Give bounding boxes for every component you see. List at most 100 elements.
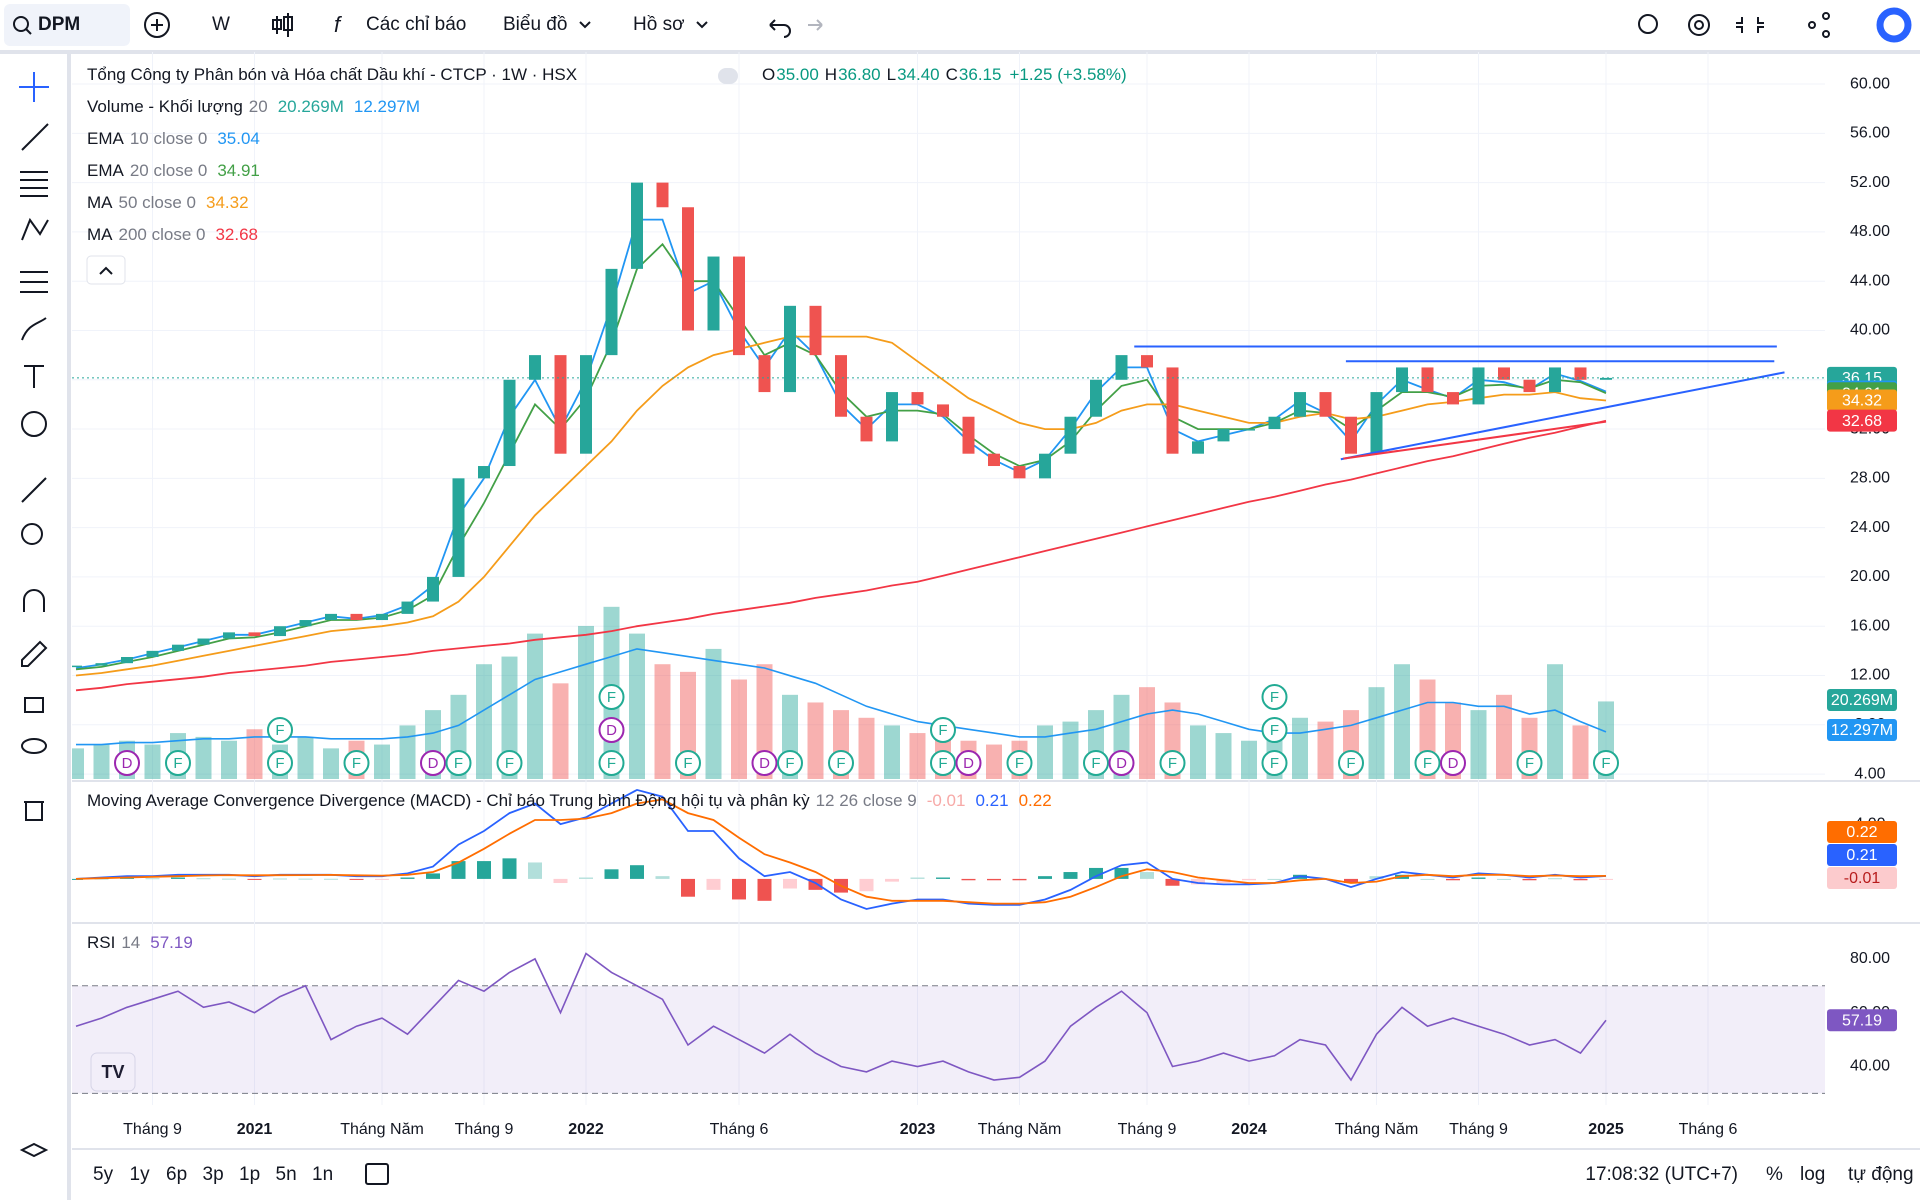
volume-bar [527, 633, 543, 779]
macd-histogram-bar [196, 878, 211, 880]
magnet-tool[interactable] [23, 589, 45, 612]
interval[interactable]: W [212, 14, 230, 35]
lock-tool[interactable] [24, 697, 44, 713]
macd-histogram-bar [528, 862, 542, 879]
time-tick-label: Tháng Năm [978, 1121, 1062, 1138]
volume-bar [1496, 694, 1512, 779]
top-toolbar [0, 0, 1920, 52]
legend-row: EMA 20 close 0 34.91 [87, 161, 260, 180]
rsi-line [75, 952, 1607, 1082]
event-label: F [275, 722, 284, 739]
event-marker [955, 750, 982, 776]
price-badge-label: 20.269M [1831, 692, 1893, 709]
auto-toggle[interactable]: tự động [1848, 1164, 1914, 1185]
event-label: D [759, 755, 770, 772]
fullscreen[interactable] [1736, 17, 1764, 33]
range-button[interactable]: 1n [312, 1164, 333, 1185]
macd-histogram-bar [859, 878, 874, 892]
fx-icon[interactable]: f [334, 12, 343, 37]
volume-bar [1547, 664, 1563, 779]
symbol[interactable]: DPM [38, 14, 80, 35]
draw-lock[interactable] [21, 640, 48, 667]
redo[interactable] [808, 19, 823, 31]
event-marker [930, 750, 956, 776]
event-label: F [938, 755, 947, 772]
visibility-tool[interactable] [21, 738, 47, 754]
fib-tool[interactable] [20, 171, 48, 197]
alert[interactable] [1638, 14, 1658, 34]
event-label: F [938, 722, 947, 739]
macd-histogram-bar [1446, 878, 1460, 881]
zoom-tool[interactable] [21, 523, 43, 545]
pattern-tool[interactable] [21, 217, 49, 241]
rsi-name: RSI [87, 933, 115, 952]
macd-histogram-bar [936, 877, 950, 879]
macd-histogram-bar [1191, 878, 1205, 885]
rsi-title: RSI 14 57.19 [87, 933, 193, 952]
candle [1345, 416, 1357, 454]
log-toggle[interactable]: log [1800, 1164, 1825, 1185]
range-button[interactable]: 1p [239, 1164, 260, 1185]
volume-bar [629, 633, 645, 779]
crosshair-tool[interactable] [19, 72, 49, 102]
range-button[interactable]: 1y [130, 1164, 151, 1185]
undo[interactable] [769, 19, 791, 38]
emoji-tool[interactable] [21, 411, 47, 437]
time-tick-label: Tháng 9 [455, 1121, 514, 1138]
share[interactable] [1808, 21, 1816, 29]
event-marker [1593, 750, 1619, 776]
range-button[interactable]: 5n [276, 1164, 297, 1185]
candle [605, 268, 618, 356]
layers[interactable] [19, 1142, 49, 1158]
event-label: F [1270, 722, 1279, 739]
legend-row: MA 50 close 0 34.32 [87, 193, 249, 212]
event-marker [1006, 750, 1033, 776]
candle [452, 478, 465, 577]
ohlc-value: 34.40 [897, 65, 940, 84]
time-tick-label: 2021 [237, 1121, 273, 1138]
candle [835, 355, 847, 417]
delete-tool[interactable] [24, 801, 44, 821]
profile-menu[interactable]: Hồ sơ [633, 14, 685, 35]
event-marker [930, 717, 956, 743]
symbol-search[interactable] [4, 4, 130, 46]
chart-menu[interactable]: Biểu đồ [503, 14, 567, 35]
brush-tool[interactable] [21, 317, 47, 341]
event-marker [598, 750, 625, 776]
add-symbol[interactable] [144, 12, 170, 38]
volume-bar [1317, 721, 1334, 779]
event-marker [343, 750, 370, 776]
event-label: D [963, 755, 974, 772]
candle [962, 416, 975, 454]
collapse-legend[interactable] [86, 255, 126, 285]
range-button[interactable]: 5y [93, 1164, 114, 1185]
price-tick-label: 40.00 [1850, 322, 1890, 339]
percent-toggle[interactable]: % [1766, 1164, 1783, 1185]
event-label: F [607, 689, 616, 706]
macd-histogram-bar [1165, 878, 1180, 886]
time-tick-label: Tháng 9 [123, 1121, 182, 1138]
range-button[interactable]: 3p [203, 1164, 224, 1185]
settings[interactable] [1688, 14, 1710, 36]
change: +1.25 (+3.58%) [1009, 65, 1126, 84]
macd-line-value: 0.21 [975, 791, 1008, 810]
tv-logo[interactable] [90, 1052, 136, 1092]
text-tool[interactable] [24, 365, 44, 388]
projection-tool[interactable] [20, 271, 48, 293]
price-badge [1827, 719, 1897, 741]
indicators[interactable]: Các chỉ báo [366, 14, 466, 35]
ruler-tool[interactable] [21, 477, 47, 503]
legend-row: MA 200 close 0 32.68 [87, 225, 258, 244]
candle [656, 182, 669, 208]
event-marker [445, 750, 472, 776]
date-range-icon[interactable] [365, 1163, 389, 1185]
trendline-tool[interactable] [21, 123, 49, 151]
range-button[interactable]: 6p [166, 1164, 187, 1185]
event-label: F [1525, 755, 1534, 772]
price-tick-label: 60.00 [1850, 75, 1890, 92]
volume-bar [1241, 740, 1257, 779]
volume-bar [884, 725, 900, 779]
candle [1243, 429, 1255, 431]
candle [1549, 367, 1561, 393]
